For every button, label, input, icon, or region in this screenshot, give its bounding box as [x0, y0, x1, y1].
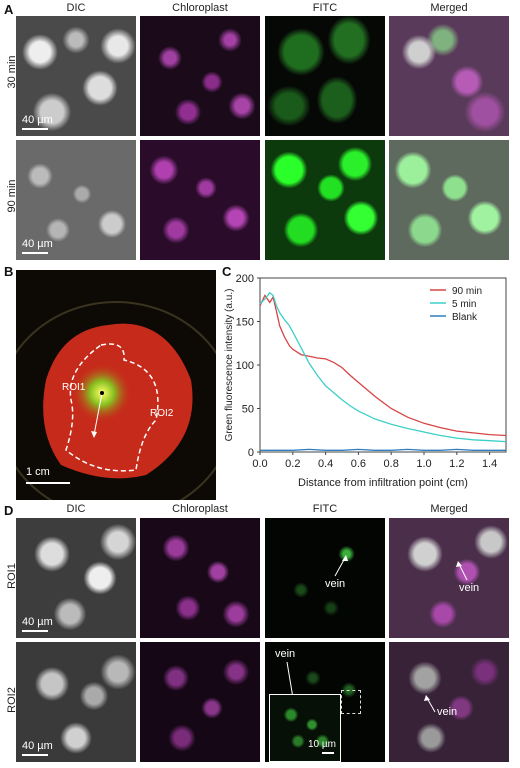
panel-d-roi1-merged-image: vein	[389, 518, 509, 638]
panel-d-roi1-dic-image: 40 µm	[16, 518, 136, 638]
x-tick-label: 0.8	[384, 458, 399, 470]
panel-d-roi1-fitc-image: vein	[265, 518, 385, 638]
panel-d-roi1-fitc-vein-arrow	[334, 555, 348, 577]
panel-d-roi2-merged-image: vein	[389, 642, 509, 762]
distance-arrow	[93, 392, 103, 436]
panel-a-30min-fitc-image	[265, 16, 385, 136]
panel-d-roi2-merged-vein-arrow	[424, 695, 436, 713]
panel-b-leaf-svg	[16, 300, 216, 500]
panel-a-30min-dic-image: 40 µm	[16, 16, 136, 136]
panel-d-header-merged: Merged	[430, 503, 468, 515]
panel-d-letter: D	[4, 503, 14, 518]
panel-d-header-chloroplast: Chloroplast	[172, 503, 228, 515]
panel-d-roi2-fitc-inset: 10 µm	[269, 694, 341, 762]
panel-a-scale-bar-30min: 40 µm	[22, 114, 53, 130]
series-line-90-min	[259, 294, 507, 437]
panel-c-letter: C	[222, 264, 232, 279]
panel-d-inset-scale-bar-label: 10 µm	[308, 739, 336, 750]
chart-x-axis-label: Distance from infiltration point (cm)	[298, 477, 468, 489]
panel-a-header-dic: DIC	[66, 2, 86, 14]
chart-axes: 0 50 100 150 200 0.0 0.2 0.4 0.6 0.8 1.0 1.2 1.4	[236, 273, 507, 470]
y-tick-label: 100	[236, 360, 254, 372]
panel-d-roi2-merged-vein-label: vein	[437, 706, 458, 718]
panel-d-header-fitc: FITC	[312, 503, 338, 515]
x-tick-label: 0.2	[285, 458, 300, 470]
y-tick-label: 200	[236, 273, 254, 285]
y-tick-label: 0	[248, 447, 254, 459]
panel-d-roi2-fitc-image: vein 10 µm	[265, 642, 385, 762]
legend-label: Blank	[452, 312, 478, 323]
x-tick-label: 1.2	[449, 458, 464, 470]
roi1-label: ROI1	[62, 382, 86, 393]
panel-a-scale-bar-label-30min: 40 µm	[22, 114, 53, 126]
petri-dish-rim	[16, 301, 216, 500]
x-tick-label: 0.4	[318, 458, 333, 470]
panel-a-90min-fitc-image	[265, 140, 385, 260]
panel-d-roi2-fitc-vein-label: vein	[275, 648, 296, 660]
panel-b-scale-bar-label: 1 cm	[26, 466, 50, 478]
panel-d-header-dic: DIC	[66, 503, 86, 515]
series-line-5-min	[259, 291, 507, 443]
panel-a-90min-dic-image: 40 µm	[16, 140, 136, 260]
panel-a-letter: A	[4, 2, 14, 17]
panel-a-header-fitc: FITC	[312, 2, 338, 14]
legend-label: 5 min	[452, 299, 476, 310]
panel-b-letter: B	[4, 264, 14, 279]
panel-a-30min-merged-image	[389, 16, 509, 136]
panel-a-header-merged: Merged	[430, 2, 468, 14]
panel-d-roi1-chloroplast-image	[140, 518, 260, 638]
panel-b-scale-bar: 1 cm	[26, 466, 70, 484]
chart-y-axis-label: Green fluorescence intensity (a.u.)	[224, 289, 235, 442]
panel-a-90min-merged-image	[389, 140, 509, 260]
panel-d-roi2-dic-image: 40 µm	[16, 642, 136, 762]
y-tick-label: 150	[236, 317, 254, 329]
panel-d-inset-scale-bar: 10 µm	[308, 739, 336, 754]
x-tick-label: 0.0	[252, 458, 267, 470]
panel-d-roi1-merged-vein-arrow	[456, 561, 468, 581]
infiltration-point	[100, 391, 104, 395]
panel-c-line-chart: 0 50 100 150 200 0.0 0.2 0.4 0.6 0.8 1.0 1.2 1.4 90 …	[224, 273, 507, 489]
chart-legend: 90 min 5 min Blank	[430, 286, 482, 323]
distance-arrow-head	[91, 431, 97, 438]
panel-d-roi2-chloroplast-image	[140, 642, 260, 762]
x-tick-label: 0.6	[351, 458, 366, 470]
x-tick-label: 1.0	[416, 458, 431, 470]
chart-series-group	[259, 291, 507, 451]
panel-a-scale-bar-label-90min: 40 µm	[22, 238, 53, 250]
panel-d-scale-bar-roi1: 40 µm	[22, 616, 53, 632]
roi2-label: ROI2	[150, 408, 174, 419]
y-tick-label: 50	[242, 404, 254, 416]
panel-d-roi2-inset-source-box	[341, 690, 361, 714]
panel-d-scale-bar-label-roi2: 40 µm	[22, 740, 53, 752]
legend-label: 90 min	[452, 286, 482, 297]
panel-a-30min-chloroplast-image	[140, 16, 260, 136]
panel-d-roi1-fitc-vein-label: vein	[325, 578, 346, 590]
panel-a-90min-chloroplast-image	[140, 140, 260, 260]
series-line-blank	[260, 448, 506, 451]
panel-a-scale-bar-90min: 40 µm	[22, 238, 53, 254]
panel-a-header-chloroplast: Chloroplast	[172, 2, 228, 14]
x-tick-label: 1.4	[482, 458, 497, 470]
panel-b-leaf-image: ROI1 ROI2 1 cm	[16, 270, 216, 500]
panel-d-scale-bar-roi2: 40 µm	[22, 740, 53, 756]
panel-d-scale-bar-label-roi1: 40 µm	[22, 616, 53, 628]
panel-d-roi1-merged-vein-label: vein	[459, 582, 480, 594]
roi-dashed-outline	[65, 343, 159, 472]
